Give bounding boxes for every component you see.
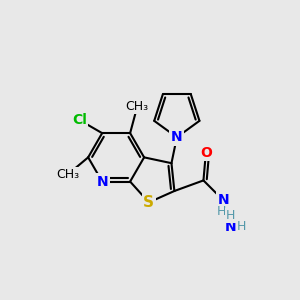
Text: N: N [224, 220, 236, 234]
Text: CH₃: CH₃ [56, 168, 80, 181]
Text: O: O [200, 146, 212, 160]
Text: Cl: Cl [72, 113, 87, 127]
Text: N: N [171, 130, 183, 144]
Text: CH₃: CH₃ [125, 100, 148, 113]
Text: H: H [226, 209, 235, 222]
Text: N: N [96, 175, 108, 189]
Text: H: H [217, 205, 226, 218]
Text: N: N [217, 193, 229, 207]
Text: H: H [237, 220, 246, 233]
Text: S: S [143, 195, 154, 210]
